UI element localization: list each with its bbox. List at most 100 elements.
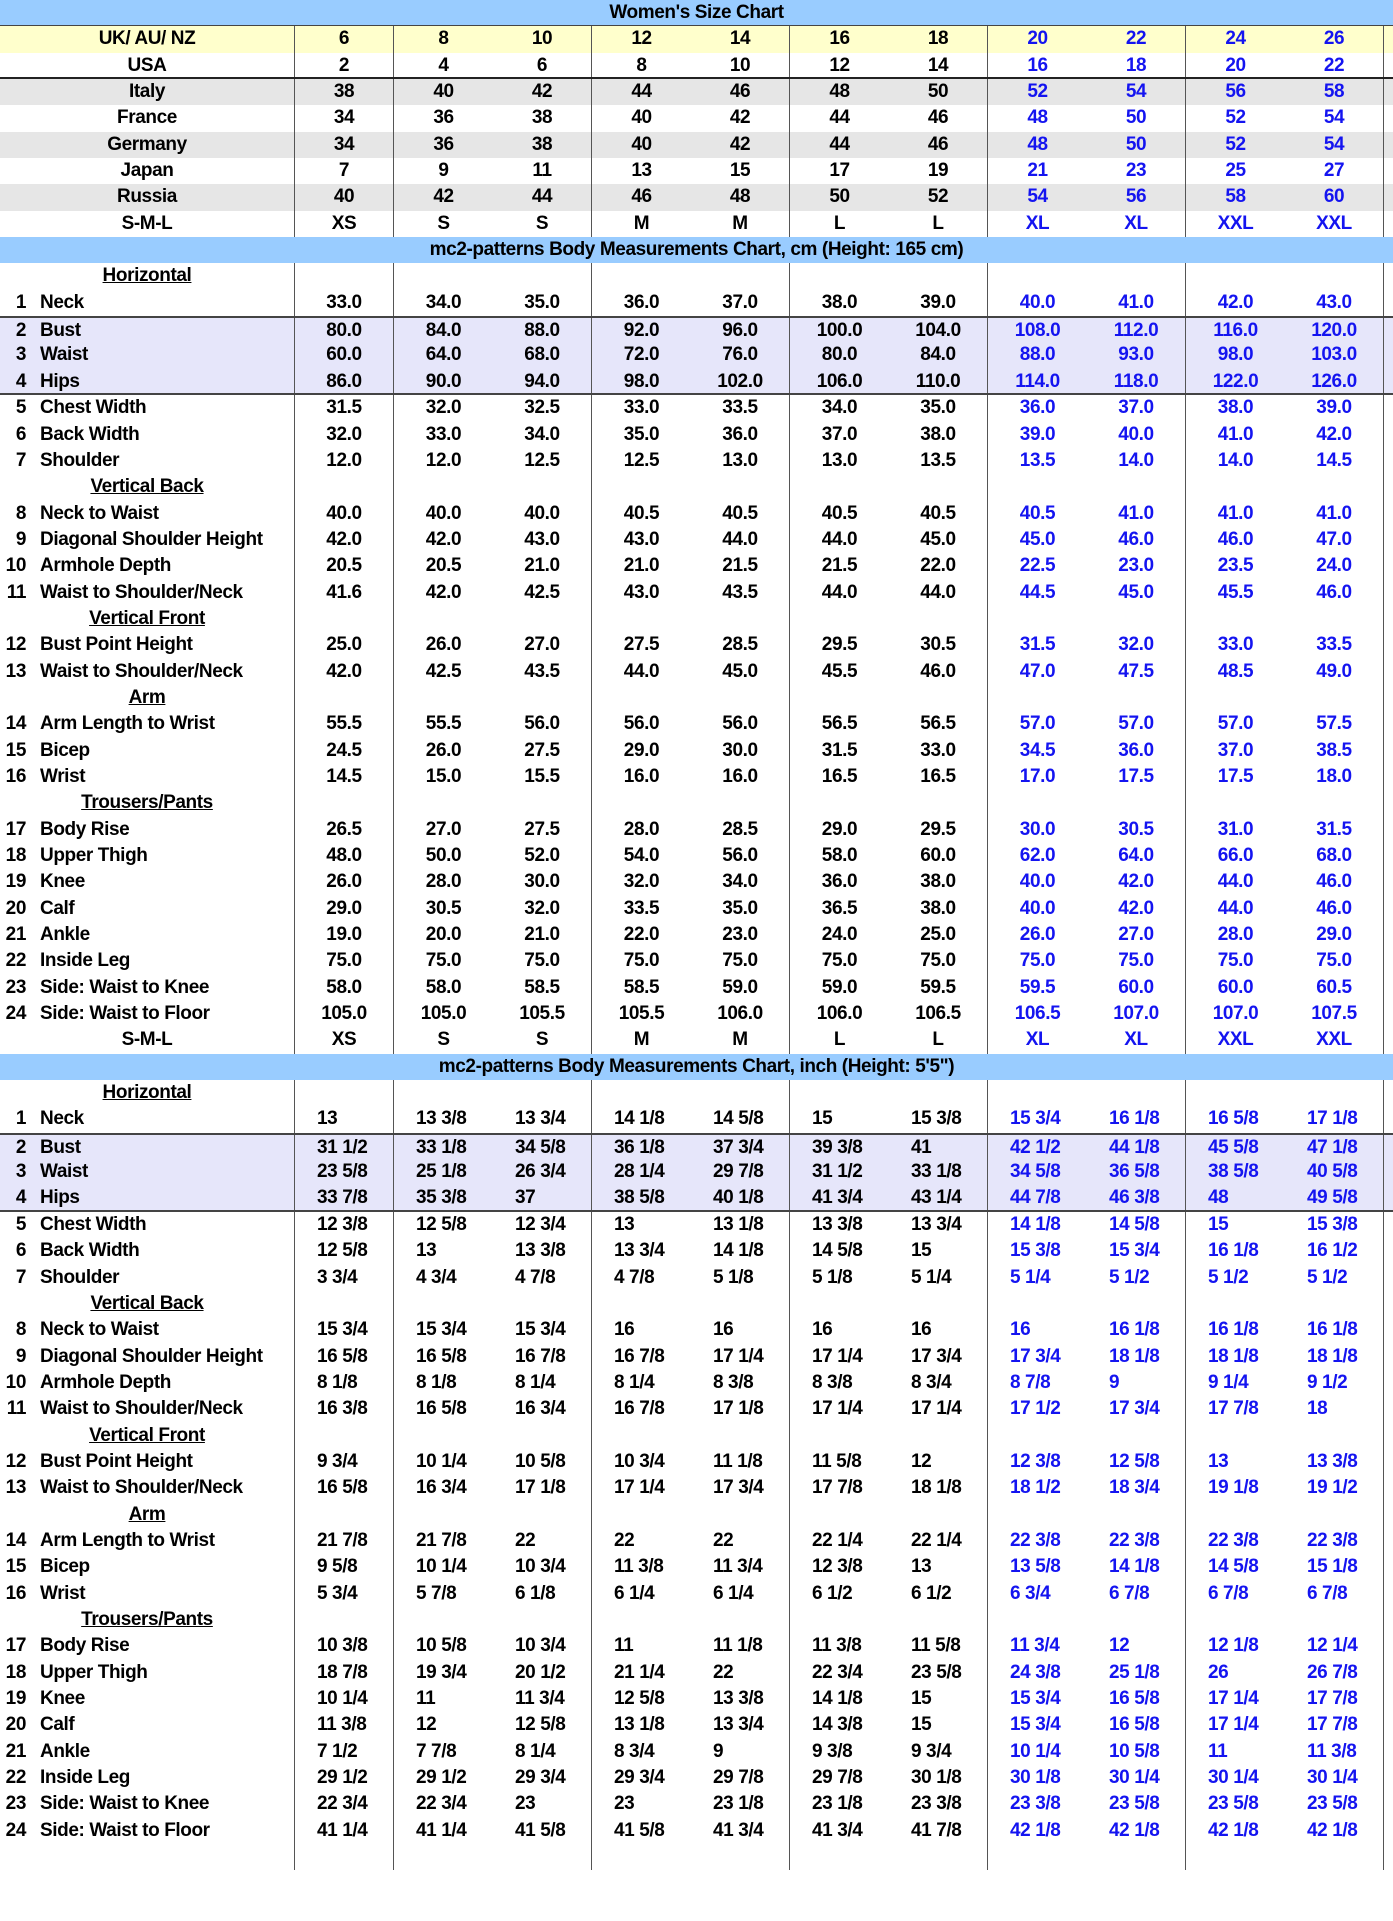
empty-cell <box>889 263 988 290</box>
measurement-number: 9 <box>15 528 27 550</box>
value-cell: 26.0 <box>425 634 462 656</box>
value-cell: 15 <box>812 1108 833 1130</box>
value-cell: 94.0 <box>493 368 592 394</box>
measurement-label: 7 Shoulder <box>0 1264 295 1291</box>
value-cell: 36.0 <box>1019 397 1056 419</box>
value-cell: 12 <box>1087 1633 1186 1660</box>
measurement-row: 13 Waist to Shoulder/Neck 16 5/8 16 3/4 17 1… <box>0 1475 1393 1502</box>
value-cell: 13 <box>889 1554 988 1581</box>
measurement-number: 21 <box>5 924 27 946</box>
value-cell: 40.0 <box>1019 291 1056 313</box>
value-cell: 13 3/8 <box>416 1108 467 1130</box>
measurement-label: 20 Calf <box>0 895 295 923</box>
measurement-number: 17 <box>5 1635 27 1657</box>
value-cell: 10 5/8 <box>416 1635 467 1657</box>
value-cell: 104.0 <box>889 318 988 343</box>
empty-cell <box>592 1502 691 1528</box>
measurement-label: 24 Side: Waist to Floor <box>0 1001 295 1028</box>
value-cell: 41.6 <box>295 579 394 606</box>
value-cell: 12 1/8 <box>1208 1635 1259 1657</box>
value-cell: 36 <box>433 107 454 129</box>
value-cell: 28.0 <box>1217 924 1254 946</box>
measurement-label: 4 Hips <box>0 368 295 394</box>
section-heading: Horizontal <box>0 1080 295 1107</box>
empty-cell <box>1087 1290 1186 1318</box>
value-cell: 103.0 <box>1285 342 1384 369</box>
value-cell: 10 3/8 <box>295 1633 394 1660</box>
value-cell: 44.0 <box>821 581 858 603</box>
blank-cell <box>0 1844 295 1871</box>
value-cell: 16 5/8 <box>295 1343 394 1370</box>
value-cell: 18 1/8 <box>1285 1343 1384 1370</box>
value-cell: 29.0 <box>295 895 394 923</box>
value-cell: 16 1/8 <box>1208 1240 1259 1262</box>
measurement-label: 24 Side: Waist to Floor <box>0 1817 295 1845</box>
value-cell: 33.5 <box>1285 632 1384 659</box>
value-cell: 40.5 <box>623 502 660 524</box>
value-cell: 4 3/4 <box>416 1266 457 1288</box>
value-cell: 14 <box>889 52 988 78</box>
value-cell: 24.0 <box>1285 553 1384 580</box>
value-cell: 88.0 <box>493 318 592 343</box>
measurement-number: 7 <box>15 449 27 471</box>
value-cell: 40.0 <box>1087 421 1186 448</box>
value-cell: 17 1/2 <box>1010 1398 1061 1420</box>
empty-cell <box>295 1844 394 1871</box>
value-cell: 16 <box>829 28 850 50</box>
value-cell: 16 <box>1010 1319 1031 1341</box>
value-cell: 25 <box>1225 160 1246 182</box>
value-cell: 36.0 <box>623 291 660 313</box>
value-cell: 11 5/8 <box>812 1450 862 1472</box>
measurement-number: 3 <box>15 1161 27 1183</box>
value-cell: 17.5 <box>1217 765 1254 787</box>
value-cell: 42.0 <box>295 526 394 554</box>
value-cell: 8 <box>636 54 647 76</box>
empty-cell <box>394 685 493 711</box>
empty-cell <box>790 1502 889 1528</box>
measurement-row: 20 Calf 11 3/8 12 12 5/8 13 1/8 13 3/4 14 3/8 15… <box>0 1712 1393 1739</box>
value-cell: L <box>833 1029 846 1051</box>
value-cell: 29 3/4 <box>614 1767 665 1789</box>
value-cell: 23 1/8 <box>812 1793 863 1815</box>
value-cell: 8 1/4 <box>614 1371 655 1393</box>
value-cell: 42 <box>691 105 790 132</box>
value-cell: 26.0 <box>1019 924 1056 946</box>
value-cell: 15.5 <box>493 763 592 791</box>
value-cell: XXL <box>1217 1029 1254 1051</box>
value-cell: 24 3/8 <box>1010 1661 1061 1683</box>
size-chart-sheet: Women's Size Chart UK/ AU/ NZ 6 8 10 12 14 16 18… <box>0 0 1393 1871</box>
value-cell: 16 <box>889 1317 988 1344</box>
value-cell: 75.0 <box>493 948 592 975</box>
measurement-number: 13 <box>5 1477 27 1499</box>
value-cell: 37.0 <box>691 289 790 317</box>
value-cell: 17 1/4 <box>614 1477 665 1499</box>
measurement-number: 23 <box>5 1793 27 1815</box>
value-cell: 50 <box>889 79 988 106</box>
value-cell: 10 <box>493 26 592 53</box>
value-cell: 29 7/8 <box>691 1765 790 1792</box>
value-cell: 41 7/8 <box>889 1817 988 1845</box>
value-cell: 38 <box>295 79 394 106</box>
empty-cell <box>295 1606 394 1634</box>
empty-cell <box>493 474 592 501</box>
value-cell: 46.0 <box>1285 869 1384 896</box>
value-cell: 5 1/8 <box>812 1266 853 1288</box>
value-cell: 36.0 <box>1087 737 1186 764</box>
value-cell: 13.5 <box>889 447 988 475</box>
empty-cell <box>1087 474 1186 501</box>
empty-cell <box>295 790 394 817</box>
value-cell: 42 <box>691 131 790 159</box>
value-cell: 48.0 <box>295 843 394 870</box>
size-row: S-M-L XS S S M M L L XL XL XXL XXL <box>0 210 1393 238</box>
value-cell: 13 3/4 <box>614 1240 665 1262</box>
value-cell: 5 1/2 <box>1285 1264 1384 1291</box>
measurement-row: 1 Neck 13 13 3/8 13 3/4 14 1/8 14 5/8 15 15 3/8 1… <box>0 1106 1393 1133</box>
value-cell: 57.0 <box>1217 713 1254 735</box>
measurement-row: 18 Upper Thigh 18 7/8 19 3/4 20 1/2 21 1/4 22 2… <box>0 1659 1393 1686</box>
value-cell: 84.0 <box>425 320 462 342</box>
value-cell: 16 1/8 <box>1087 1106 1186 1133</box>
measurement-label: 1 Neck <box>0 289 295 317</box>
value-cell: 48 <box>691 184 790 211</box>
value-cell: 44 1/8 <box>1087 1134 1186 1160</box>
empty-cell <box>1186 263 1285 289</box>
